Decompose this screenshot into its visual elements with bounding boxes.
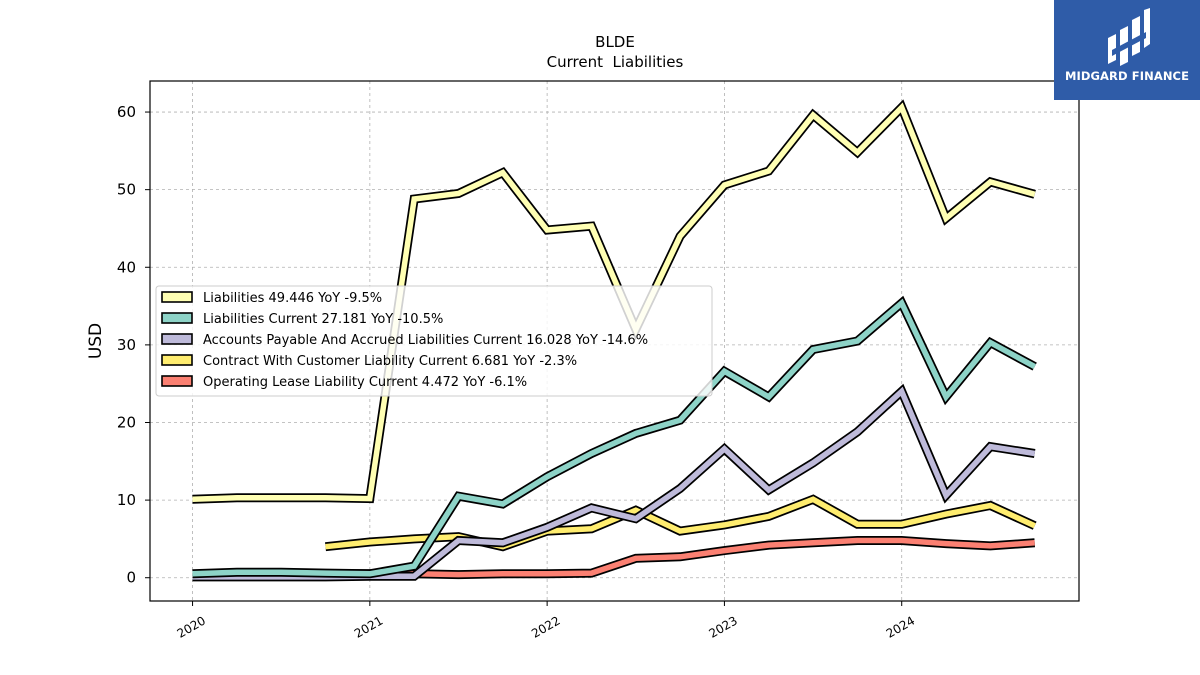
legend-box [155,285,713,397]
legend-entry: Liabilities 49.446 YoY -9.5% [203,291,382,306]
series-line [192,386,1036,580]
y-tick-label: 50 [117,181,136,199]
legend-swatch [161,333,193,345]
series-line [192,298,1037,577]
x-tick-label: 2022 [529,613,562,640]
plot-frame [149,80,1080,602]
midgard-finance-logo: MIDGARD FINANCE [1054,0,1200,100]
y-tick-label: 10 [117,491,136,509]
x-tick-label: 2024 [884,613,917,640]
legend: Liabilities 49.446 YoY -9.5% Liabilities … [155,285,713,397]
series-line [325,496,1036,550]
legend-swatch [161,312,193,324]
series-line-outline [192,383,1036,582]
legend-swatch [161,375,193,387]
logo-text: MIDGARD FINANCE [1064,69,1190,83]
axis-ticks: 0 10 20 30 40 50 60 2020 2021 2022 2023 2024 [117,103,917,641]
y-tick-label: 30 [117,336,136,354]
y-axis-label: USD [86,323,106,359]
logo-mark-icon [1108,8,1150,66]
x-tick-label: 2020 [175,613,208,640]
chart-subtitle: Current Liabilities [547,53,684,71]
chart-title: BLDE [595,33,635,51]
y-tick-label: 40 [117,258,136,276]
y-tick-label: 60 [117,103,136,121]
legend-swatch [161,291,193,303]
series-lines [192,99,1037,582]
series-line [192,102,1036,503]
legend-entry: Accounts Payable And Accrued Liabilities… [203,333,648,348]
x-tick-label: 2023 [706,613,739,640]
x-tick-label: 2021 [352,613,385,640]
legend-entry: Operating Lease Liability Current 4.472 … [203,375,527,390]
legend-swatch [161,354,193,366]
legend-entry: Liabilities Current 27.181 YoY -10.5% [203,312,443,327]
y-tick-label: 20 [117,413,136,431]
y-tick-label: 0 [126,569,136,587]
legend-entry: Contract With Customer Liability Current… [203,354,577,369]
